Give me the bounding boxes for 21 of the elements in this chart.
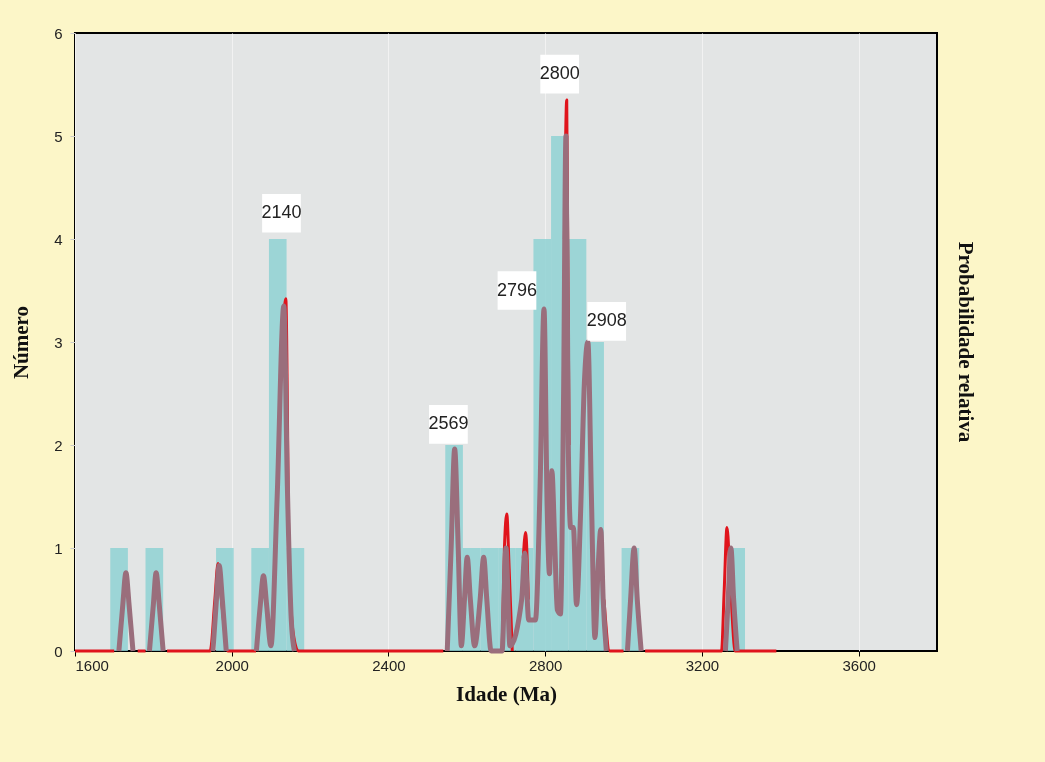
x-tick-label: 2800 [528, 656, 563, 674]
annotation: 2569 [428, 413, 469, 434]
annotation: 2908 [586, 310, 627, 331]
x-tick-label: 3600 [842, 656, 876, 674]
y2-axis-title: Probabilidade relativa [954, 241, 978, 443]
x-tick-label: 1600 [75, 656, 109, 674]
y-tick-label: 0 [54, 642, 63, 660]
y-tick-label: 4 [54, 230, 63, 248]
x-tick-label: 3200 [685, 656, 720, 674]
annotation: 2140 [261, 202, 302, 223]
y-tick-label: 5 [54, 127, 63, 145]
y-axis-title: Número [9, 305, 34, 380]
y-tick-label: 6 [54, 24, 63, 42]
x-axis-title: Idade (Ma) [456, 681, 557, 706]
y-tick-label: 1 [54, 539, 63, 557]
y-tick-label: 3 [54, 333, 63, 351]
annotation: 2796 [496, 279, 537, 300]
annotation: 2800 [539, 63, 580, 84]
y-tick-label: 2 [54, 436, 63, 454]
x-tick-label: 2000 [215, 656, 249, 674]
x-tick-label: 2400 [372, 656, 406, 674]
